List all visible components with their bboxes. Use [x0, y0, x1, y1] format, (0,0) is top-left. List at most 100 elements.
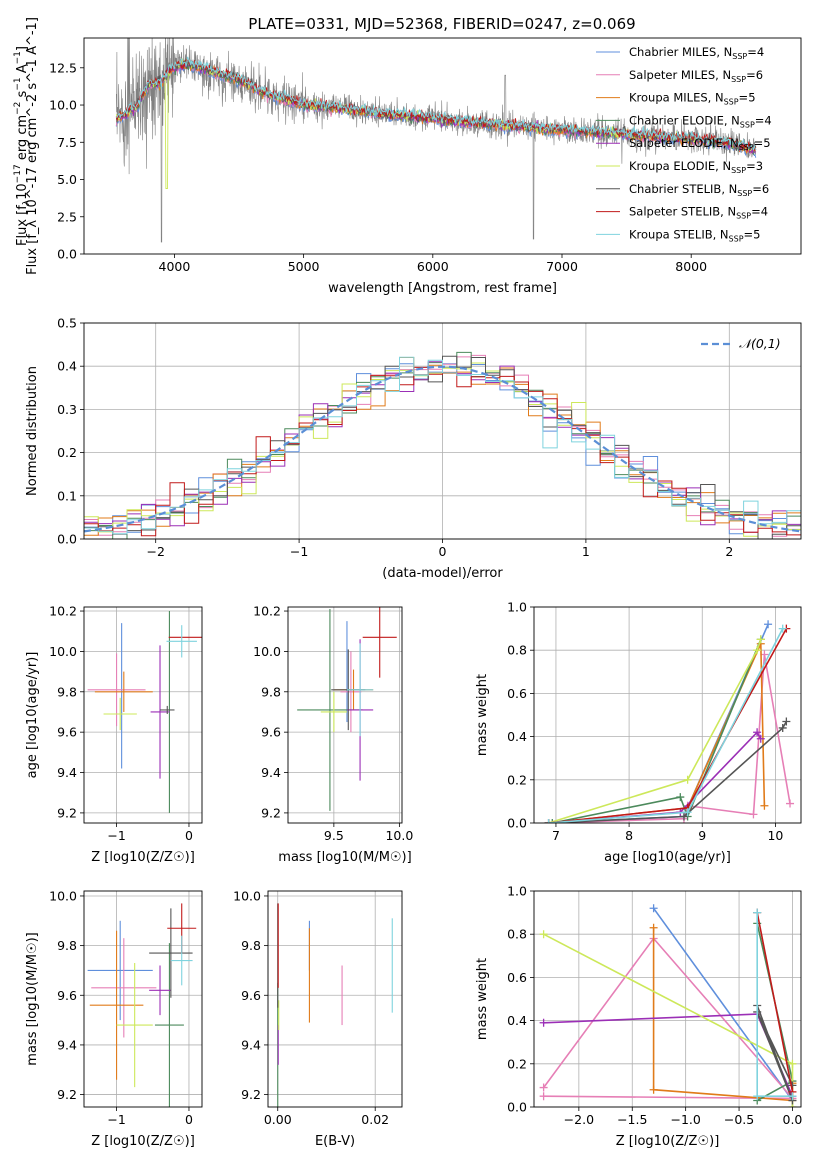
- x-tick-label: 9: [698, 828, 706, 843]
- y-tick-label: 0.4: [507, 1013, 527, 1028]
- x-axis-label: E(B-V): [315, 1134, 355, 1149]
- x-tick-label: 0.02: [361, 1112, 389, 1127]
- legend-entry: 𝒩(0,1): [739, 336, 781, 351]
- x-tick-label: 5000: [288, 259, 320, 274]
- x-tick-label: −1: [107, 1112, 125, 1127]
- residuals-panel: −2 −1 0 1 2 0.0 0.1 0.2 0.3 0.4 0.5 (data-model)/er…: [25, 316, 802, 581]
- weight-marker: [778, 624, 787, 633]
- weight-marker: [649, 923, 658, 932]
- y-axis-label: Normed distribution: [25, 366, 40, 496]
- y-tick-label: 0.8: [507, 643, 527, 658]
- y-tick-label: 0.4: [57, 359, 77, 374]
- x-tick-label: 7000: [546, 259, 578, 274]
- legend-entry-name: Chabrier STELIB: [629, 182, 721, 196]
- x-tick-label: 8: [625, 828, 633, 843]
- figure-title: PLATE=0331, MJD=52368, FIBERID=0247, z=0…: [248, 15, 635, 33]
- y-tick-label: 9.2: [57, 1087, 77, 1102]
- weight-marker: [539, 1018, 548, 1027]
- y-tick-label: 9.2: [261, 805, 281, 820]
- spectrum-panel: 4000 5000 6000 7000 8000 0.0 2.5 5.0 7.5 10.0 12.5…: [13, 17, 802, 296]
- legend-entry: Kroupa STELIB, NSSP=5: [629, 227, 761, 243]
- legend-entry-nssp: 5: [763, 136, 770, 150]
- y-tick-label: 0.1: [57, 488, 77, 503]
- legend-entry-nssp: 5: [748, 91, 755, 105]
- legend-entry: Salpeter STELIB, NSSP=4: [629, 205, 768, 221]
- weight-marker: [778, 723, 787, 732]
- y-tick-label: 7.5: [57, 135, 77, 150]
- axes-frame: [533, 890, 802, 1108]
- y-tick-label: 0.0: [57, 532, 77, 547]
- y-tick-label: 0.8: [507, 927, 527, 942]
- legend-entry: Chabrier ELODIE, NSSP=4: [629, 113, 772, 129]
- y-tick-label: 10.0: [49, 98, 77, 113]
- weight-marker: [786, 799, 795, 808]
- x-tick-label: 6000: [417, 259, 449, 274]
- weight-marker: [544, 819, 553, 823]
- weight-marker: [753, 908, 762, 917]
- weight-marker: [753, 646, 762, 655]
- x-tick-label: −2: [146, 544, 164, 559]
- y-tick-label: 9.8: [57, 938, 77, 953]
- weight-marker: [683, 808, 692, 817]
- legend-entry-nssp: 4: [761, 205, 768, 219]
- x-tick-label: 10: [767, 828, 783, 843]
- legend-entry-nssp: 6: [756, 68, 763, 82]
- y-tick-label: 0.2: [507, 772, 527, 787]
- residual-histogram: [84, 366, 801, 539]
- legend-entry-nssp: 4: [764, 113, 771, 127]
- x-tick-label: −1.0: [670, 1112, 700, 1127]
- weight-line: [756, 1005, 794, 1101]
- y-tick-label: 10.0: [253, 644, 281, 659]
- x-tick-label: 1: [582, 544, 590, 559]
- weight-marker: [756, 635, 765, 644]
- weight-marker: [683, 775, 692, 784]
- age_vs_mass-panel: 9.5 10.0 9.2 9.4 9.6 9.8 10.0 10.2 mass [log10(M…: [253, 604, 413, 865]
- y-tick-label: 9.4: [57, 1037, 77, 1052]
- y-tick-label: 0.2: [507, 1056, 527, 1071]
- x-tick-label: 0: [185, 828, 193, 843]
- y-tick-label: 9.6: [57, 725, 77, 740]
- y-tick-label: 5.0: [57, 172, 77, 187]
- weight-marker: [753, 1092, 762, 1101]
- axes-frame: [83, 890, 203, 1108]
- mass_vs_z-plot: [87, 903, 197, 1107]
- x-tick-label: 8000: [675, 259, 707, 274]
- legend-entry-name: Salpeter ELODIE: [629, 136, 723, 150]
- x-axis-label: Z [log10(Z/Z☉)]: [91, 1134, 195, 1149]
- x-tick-label: 0: [185, 1112, 193, 1127]
- y-tick-label: 0.5: [57, 316, 77, 331]
- weight-marker: [539, 930, 548, 939]
- weight_vs_age-panel: 7 8 9 10 0.0 0.2 0.4 0.6 0.8 1.0 age [log10(age/yr…: [475, 600, 802, 865]
- axes-frame: [83, 322, 802, 540]
- y-tick-label: 9.2: [57, 805, 77, 820]
- x-axis-label: age [log10(age/yr)]: [604, 850, 731, 865]
- x-axis-label: mass [log10(M/M☉)]: [278, 850, 411, 865]
- weight-line: [548, 654, 791, 823]
- mass_vs_ebv-panel: 0.00 0.02 9.2 9.4 9.6 9.8 10.0 E(B-V): [233, 888, 403, 1149]
- x-tick-label: 0.0: [783, 1112, 803, 1127]
- age_vs_z-plot: [87, 611, 202, 813]
- x-tick-label: −1: [290, 544, 308, 559]
- legend-entry: Kroupa MILES, NSSP=5: [629, 91, 756, 107]
- y-tick-label: 9.8: [241, 938, 261, 953]
- legend-entry-nssp: 3: [756, 159, 763, 173]
- legend-entry: Chabrier MILES, NSSP=4: [629, 45, 764, 61]
- residuals-plot: [84, 351, 801, 539]
- age_vs_z-panel: −1 0 9.2 9.4 9.6 9.8 10.0 10.2 Z [log10(Z/Z☉)] ag…: [25, 604, 203, 865]
- y-tick-label: 0.4: [507, 729, 527, 744]
- axes-frame: [287, 606, 403, 824]
- y-axis-label: mass weight: [475, 674, 490, 756]
- x-tick-label: 4000: [159, 259, 191, 274]
- weight-marker: [539, 1092, 548, 1101]
- axes-frame: [83, 37, 802, 255]
- y-tick-label: 0.0: [507, 1100, 527, 1115]
- weight-marker: [649, 1085, 658, 1094]
- y-tick-label: 9.6: [57, 988, 77, 1003]
- weight-marker: [649, 904, 658, 913]
- weight-line: [542, 937, 795, 1100]
- x-axis-label: wavelength [Angstrom, rest frame]: [328, 281, 557, 296]
- x-tick-label: 7: [552, 828, 560, 843]
- legend-entry-name: Chabrier MILES: [629, 45, 716, 59]
- x-tick-label: −1: [107, 828, 125, 843]
- x-tick-label: 10.0: [385, 828, 413, 843]
